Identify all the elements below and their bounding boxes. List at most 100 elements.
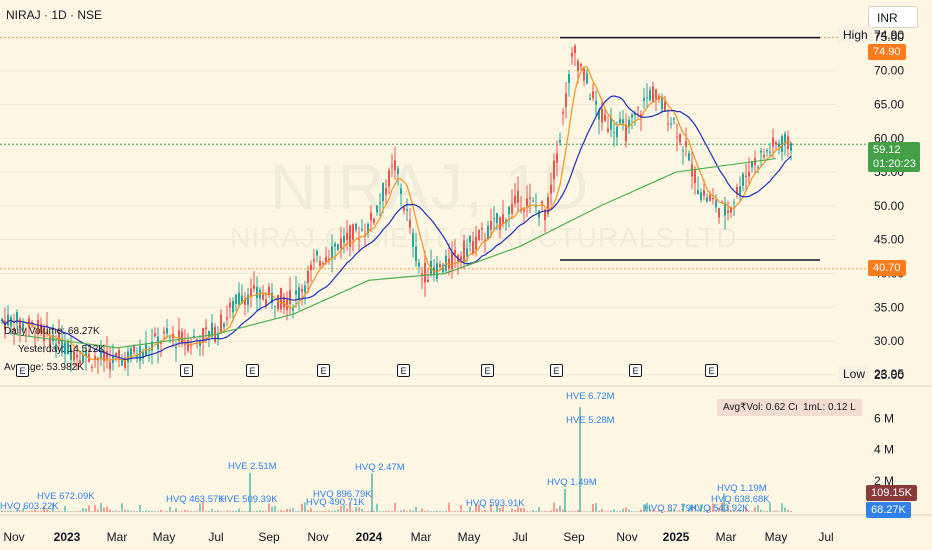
- volume-bar: [634, 511, 636, 512]
- volume-bar: [571, 511, 573, 512]
- volume-bar: [559, 505, 561, 512]
- volume-bar: [787, 510, 789, 512]
- volume-bar: [757, 504, 759, 512]
- volume-bar: [733, 510, 735, 512]
- volume-bar: [364, 511, 366, 512]
- volume-bar: [118, 511, 120, 512]
- candle-body: [514, 195, 516, 204]
- volume-bar: [367, 510, 369, 512]
- earnings-marker[interactable]: E: [629, 364, 642, 377]
- volume-bar: [211, 509, 213, 512]
- volume-bar: [349, 502, 351, 512]
- avg-volume-pill: Avg₹Vol: 0.62 Cr: [717, 399, 805, 416]
- x-tick-label: 2023: [53, 530, 81, 544]
- volume-bar: [616, 511, 618, 512]
- x-tick-label: Sep: [563, 530, 585, 544]
- candle-body: [511, 203, 513, 214]
- candle-body: [559, 140, 561, 143]
- earnings-marker[interactable]: E: [550, 364, 563, 377]
- volume-bar: [727, 505, 729, 512]
- volume-bar: [463, 511, 465, 512]
- volume-bar: [220, 511, 222, 512]
- volume-bar: [256, 510, 258, 512]
- earnings-marker[interactable]: E: [180, 364, 193, 377]
- candle-body: [85, 350, 87, 357]
- earnings-marker[interactable]: E: [317, 364, 330, 377]
- candle-body: [442, 264, 444, 273]
- ema-fast-line: [1, 66, 792, 362]
- symbol-title[interactable]: NIRAJ · 1D · NSE: [6, 8, 103, 22]
- volume-bar: [319, 511, 321, 512]
- volume-bar: [271, 506, 273, 512]
- volume-bar: [760, 509, 762, 512]
- volume-spike: [564, 488, 566, 512]
- earnings-marker[interactable]: E: [16, 364, 29, 377]
- volume-bar: [190, 511, 192, 512]
- candle-body: [58, 332, 60, 344]
- candle-body: [781, 136, 783, 152]
- candle-body: [403, 207, 405, 211]
- y-tick-label: 35.00: [874, 300, 904, 314]
- volume-bar: [334, 510, 336, 512]
- volume-bar: [1, 510, 3, 512]
- candle-body: [337, 244, 339, 250]
- currency-selector[interactable]: INR: [868, 6, 918, 28]
- candle-body: [250, 288, 252, 297]
- volume-bar: [562, 509, 564, 512]
- volume-bar: [175, 508, 177, 512]
- candle-body: [784, 133, 786, 146]
- candle-body: [640, 114, 642, 117]
- volume-bar: [628, 509, 630, 512]
- low-value: 23.95: [874, 367, 905, 381]
- volume-bar: [445, 510, 447, 512]
- candle-body: [508, 206, 510, 215]
- volume-bar: [373, 510, 375, 512]
- volume-annotation: HVQ 603.22K: [0, 501, 59, 512]
- candle-body: [466, 248, 468, 256]
- candle-body: [400, 188, 402, 194]
- earnings-marker[interactable]: E: [705, 364, 718, 377]
- candle-body: [238, 292, 240, 305]
- volume-bar: [418, 511, 420, 512]
- candle-body: [736, 186, 738, 194]
- candle-body: [724, 202, 726, 216]
- volume-bar: [754, 507, 756, 512]
- volume-bar: [337, 509, 339, 512]
- candle-body: [208, 331, 210, 338]
- volume-bar: [661, 511, 663, 512]
- volume-bar: [526, 511, 528, 512]
- candle-body: [436, 263, 438, 279]
- volume-bar: [292, 508, 294, 512]
- volume-bar: [709, 506, 711, 512]
- volume-bar: [13, 511, 15, 512]
- candle-body: [478, 230, 480, 240]
- candle-body: [10, 317, 12, 327]
- earnings-marker[interactable]: E: [481, 364, 494, 377]
- earnings-marker[interactable]: E: [246, 364, 259, 377]
- candle-body: [460, 256, 462, 260]
- volume-bar: [598, 510, 600, 512]
- candle-body: [187, 339, 189, 351]
- volume-bar: [607, 511, 609, 512]
- candle-body: [484, 239, 486, 241]
- candle-body: [349, 225, 351, 247]
- ema-mid-line: [1, 95, 792, 361]
- earnings-marker[interactable]: E: [397, 364, 410, 377]
- candle-body: [706, 197, 708, 202]
- volume-bar: [328, 510, 330, 512]
- volume-bar: [289, 508, 291, 512]
- volume-bar: [568, 511, 570, 512]
- volume-bar: [16, 510, 18, 512]
- volume-bar: [31, 510, 33, 512]
- volume-bar: [520, 508, 522, 512]
- candle-body: [25, 328, 27, 330]
- volume-bar: [781, 503, 783, 512]
- volume-bar: [397, 511, 399, 512]
- candle-body: [391, 165, 393, 167]
- volume-bar: [472, 511, 474, 512]
- candle-body: [175, 346, 177, 349]
- candle-body: [520, 209, 522, 211]
- candle-body: [472, 241, 474, 254]
